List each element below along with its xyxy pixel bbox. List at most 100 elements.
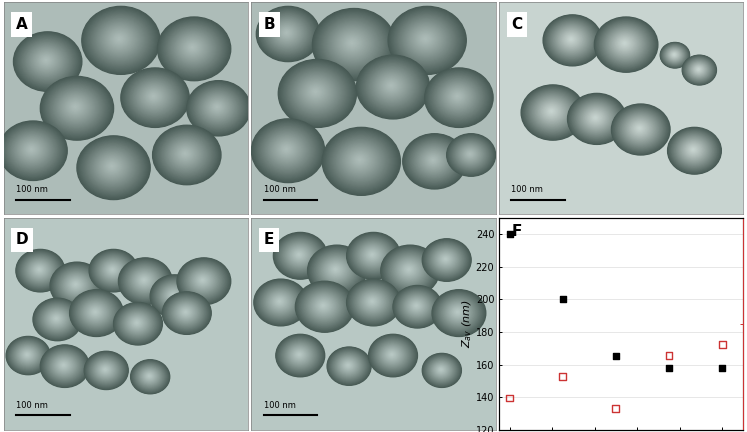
Circle shape: [586, 110, 605, 126]
Circle shape: [52, 315, 61, 322]
Circle shape: [339, 358, 358, 374]
Circle shape: [53, 356, 75, 375]
Circle shape: [424, 152, 443, 168]
Circle shape: [158, 282, 190, 310]
Circle shape: [541, 102, 563, 121]
Circle shape: [157, 129, 217, 181]
Circle shape: [26, 43, 67, 79]
Circle shape: [564, 33, 579, 46]
Circle shape: [457, 311, 459, 312]
Circle shape: [173, 300, 200, 325]
Circle shape: [93, 149, 133, 184]
Circle shape: [436, 78, 480, 117]
Circle shape: [338, 141, 383, 180]
Circle shape: [127, 265, 163, 297]
Circle shape: [281, 338, 320, 372]
Circle shape: [337, 140, 384, 181]
Circle shape: [353, 284, 394, 320]
Circle shape: [434, 364, 448, 376]
Circle shape: [178, 305, 194, 319]
Circle shape: [291, 348, 307, 362]
Circle shape: [665, 46, 684, 64]
Circle shape: [382, 346, 402, 363]
Circle shape: [269, 18, 306, 49]
Circle shape: [192, 271, 214, 290]
Circle shape: [598, 20, 654, 69]
Circle shape: [342, 34, 363, 52]
Circle shape: [168, 297, 205, 329]
Circle shape: [319, 302, 328, 309]
Circle shape: [132, 270, 157, 291]
Circle shape: [369, 299, 376, 305]
Circle shape: [669, 129, 719, 172]
Circle shape: [72, 292, 120, 334]
Circle shape: [98, 363, 114, 376]
Circle shape: [609, 29, 642, 58]
Circle shape: [135, 321, 139, 324]
Circle shape: [95, 311, 96, 312]
Circle shape: [325, 20, 381, 68]
Circle shape: [619, 38, 631, 49]
Circle shape: [176, 303, 196, 321]
Circle shape: [263, 129, 312, 172]
Circle shape: [85, 303, 106, 322]
Circle shape: [156, 280, 193, 312]
Circle shape: [90, 14, 151, 66]
Circle shape: [692, 64, 706, 76]
Circle shape: [284, 241, 316, 269]
Text: B: B: [264, 17, 276, 32]
Circle shape: [368, 298, 376, 305]
Circle shape: [430, 245, 463, 275]
Circle shape: [143, 280, 145, 281]
Circle shape: [400, 16, 454, 64]
Circle shape: [136, 81, 173, 113]
Circle shape: [431, 246, 462, 273]
Circle shape: [276, 235, 323, 276]
Circle shape: [369, 252, 376, 258]
Circle shape: [418, 147, 450, 175]
Circle shape: [30, 261, 49, 279]
Circle shape: [365, 248, 380, 261]
Circle shape: [400, 291, 435, 322]
Circle shape: [259, 126, 316, 175]
Circle shape: [86, 143, 140, 191]
Circle shape: [328, 348, 370, 384]
Circle shape: [22, 141, 42, 159]
Circle shape: [277, 236, 323, 276]
Circle shape: [99, 22, 140, 57]
Circle shape: [280, 61, 354, 126]
Circle shape: [279, 142, 295, 157]
Circle shape: [278, 236, 322, 275]
Circle shape: [450, 91, 465, 102]
Circle shape: [19, 138, 46, 162]
Circle shape: [162, 134, 210, 175]
Circle shape: [619, 38, 630, 48]
Circle shape: [315, 252, 358, 289]
Circle shape: [381, 245, 439, 296]
Circle shape: [16, 249, 65, 292]
Circle shape: [622, 112, 660, 146]
Circle shape: [622, 114, 658, 144]
Circle shape: [418, 32, 433, 46]
Circle shape: [394, 256, 426, 284]
Circle shape: [46, 310, 67, 328]
Circle shape: [381, 76, 403, 95]
Circle shape: [534, 96, 571, 128]
Circle shape: [53, 88, 99, 127]
Circle shape: [86, 353, 126, 388]
Circle shape: [128, 314, 147, 332]
Circle shape: [332, 25, 374, 62]
Circle shape: [391, 254, 429, 287]
Circle shape: [255, 280, 307, 325]
Circle shape: [589, 111, 603, 124]
Circle shape: [48, 83, 105, 133]
Circle shape: [613, 33, 637, 54]
Circle shape: [698, 69, 699, 70]
Circle shape: [290, 346, 309, 363]
Circle shape: [356, 240, 391, 270]
Circle shape: [415, 304, 418, 307]
Circle shape: [320, 255, 353, 285]
Circle shape: [425, 241, 468, 279]
Circle shape: [122, 69, 188, 127]
Circle shape: [22, 39, 73, 83]
